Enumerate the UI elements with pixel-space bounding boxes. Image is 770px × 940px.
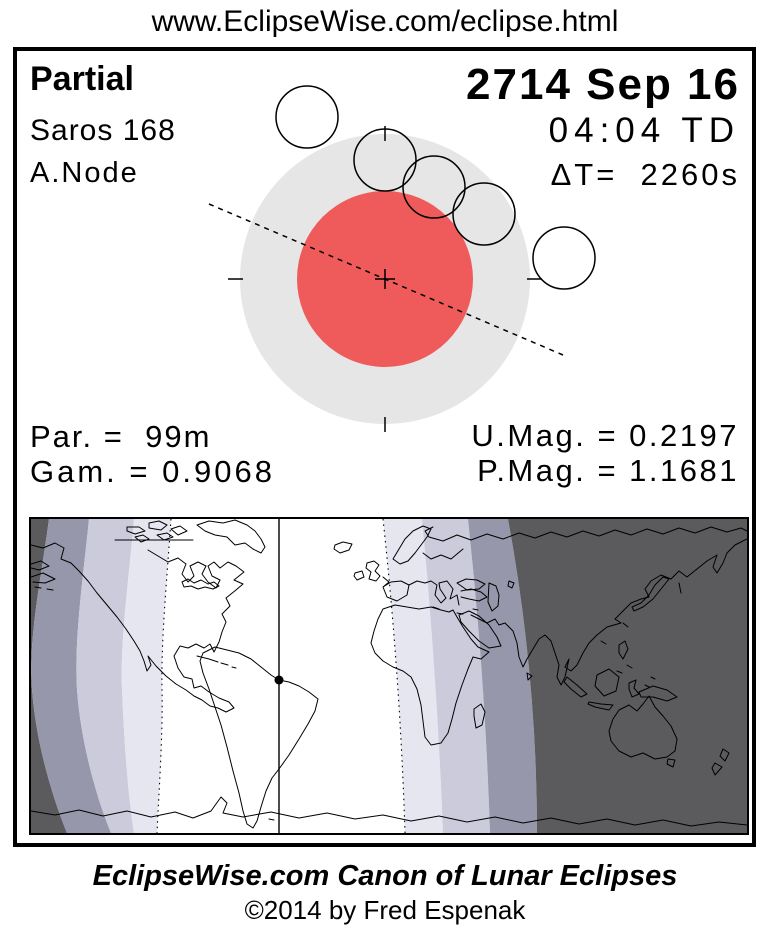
visibility-bands: [31, 518, 747, 834]
band-light-right: [422, 519, 490, 833]
band-medium-left: [31, 519, 112, 833]
world-visibility-map: [30, 518, 748, 834]
band-light-left: [76, 519, 134, 833]
visibility-map-frame: [29, 517, 749, 835]
gamma-stat: Gam. = 0.9068: [30, 454, 275, 489]
moon-circle-greatest: [402, 155, 466, 219]
eclipse-geometry-diagram: [208, 85, 596, 432]
eclipse-date: 2714 Sep 16: [466, 60, 740, 109]
footer-canon-title: EclipseWise.com Canon of Lunar Eclipses: [92, 860, 678, 892]
band-dark-left: [31, 519, 67, 833]
page-url-title: www.EclipseWise.com/eclipse.html: [151, 5, 619, 38]
node-label: A.Node: [30, 157, 139, 189]
shadow-center-cross: [375, 269, 395, 289]
partial-duration-stat: Par. = 99m: [30, 419, 212, 454]
band-lighter-right: [383, 519, 443, 833]
moon-contact-circles: [275, 85, 596, 290]
eclipse-time: 04:04 TD: [548, 111, 740, 150]
band-dark-right: [508, 519, 747, 833]
band-lighter-left: [121, 519, 171, 833]
moon-circle-u1: [353, 128, 417, 192]
moon-circle-p4: [532, 226, 596, 290]
delta-t-value: ΔT= 2260s: [550, 157, 740, 192]
penumbral-magnitude-stat: P.Mag. = 1.1681: [477, 453, 739, 488]
umbral-magnitude-stat: U.Mag. = 0.2197: [471, 418, 739, 453]
footer-copyright: ©2014 by Fred Espenak: [244, 895, 526, 925]
moon-circle-u4: [452, 182, 516, 246]
eclipse-type-label: Partial: [30, 60, 134, 98]
zenith-point-marker: [274, 675, 284, 685]
coastlines: [30, 519, 748, 829]
saros-label: Saros 168: [30, 114, 176, 147]
moon-circle-p1: [275, 85, 339, 149]
